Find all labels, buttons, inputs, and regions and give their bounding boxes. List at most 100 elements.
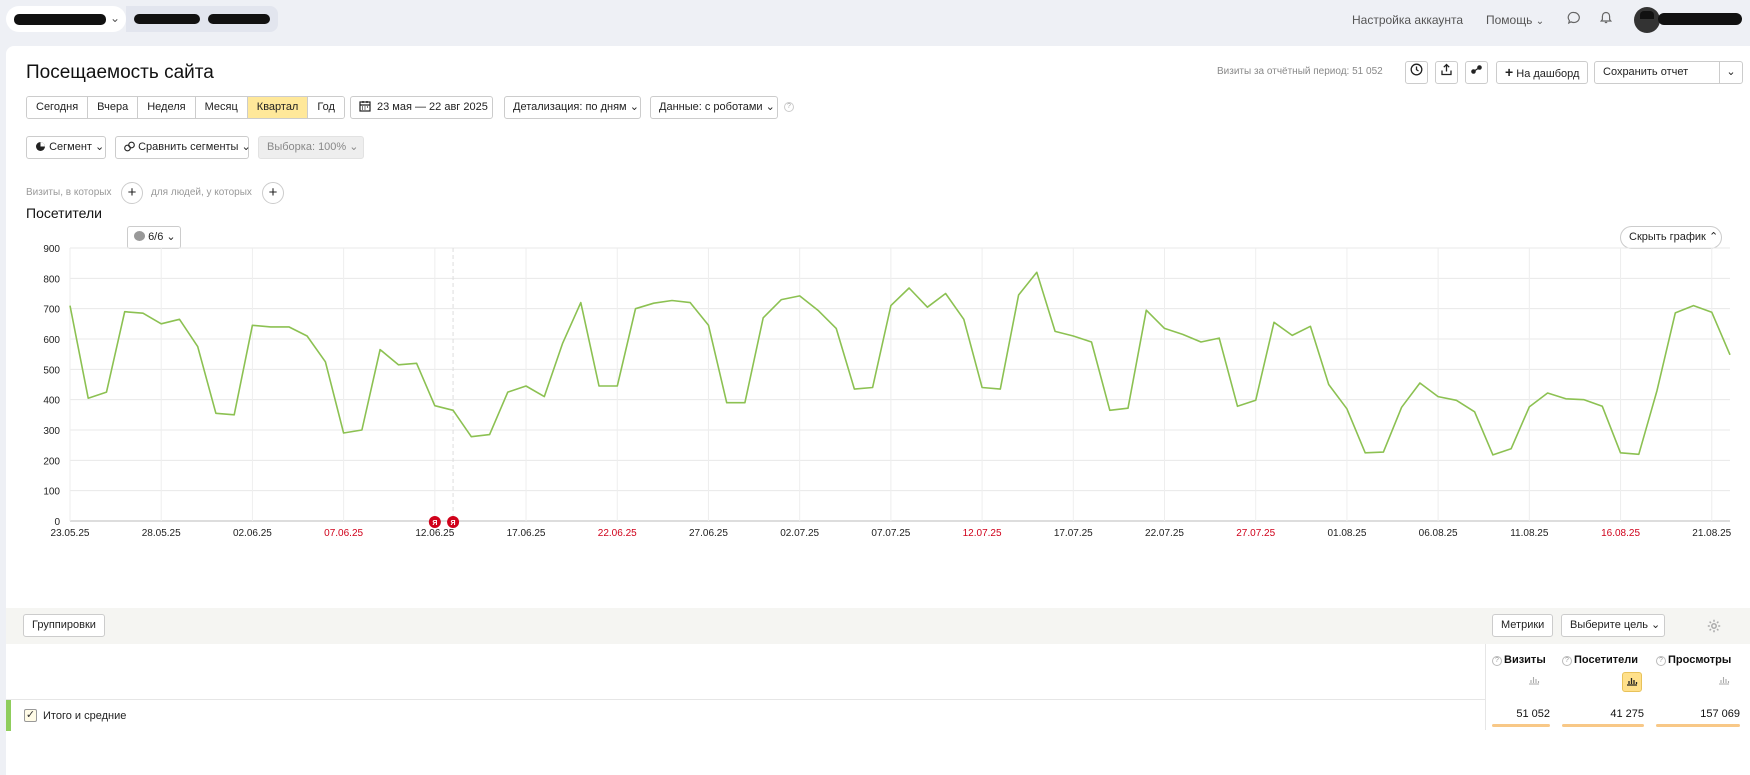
x-tick-label: 07.07.25 [871,528,910,539]
annotation-marker [428,516,441,528]
dashboard-button-label: На дашборд [1516,68,1580,80]
info-icon[interactable]: ? [784,102,794,112]
help-label: Помощь [1486,13,1533,27]
period-2-button[interactable]: Вчера [88,97,139,118]
calendar-icon [359,99,371,120]
y-tick-label: 0 [54,517,60,528]
period-6-button[interactable]: Год [308,97,344,118]
data-dropdown[interactable]: Данные: с роботами ⌄ [650,96,778,119]
column-header-visits[interactable]: ? Визиты [1492,654,1546,666]
info-icon: ? [1562,656,1572,666]
redacted-site-name [134,14,200,24]
visits-total: Визиты за отчётный период: 51 052 [1217,66,1383,77]
redacted-site-domain [208,14,270,24]
export-button[interactable] [1435,61,1458,84]
x-tick-label: 07.06.25 [324,528,363,539]
segment-button[interactable]: Сегмент ⌄ [26,136,106,159]
groupings-button[interactable]: Группировки [23,614,105,637]
site-selector[interactable] [126,6,278,32]
add-visit-condition-button[interactable]: + [121,182,143,204]
visitors-line-chart: 900 800 700 600 500 400 300 200 100 023.05.25 28.0… [43,244,1731,539]
info-icon: ? [1656,656,1666,666]
sample-button[interactable]: Выборка: 100% ⌄ [258,136,364,159]
column-label: Посетители [1574,654,1638,666]
period-1-button[interactable]: Сегодня [27,97,89,118]
comment-icon [134,231,145,241]
y-tick-label: 400 [43,396,60,407]
column-header-visitors[interactable]: ? Посетители [1562,654,1638,666]
x-tick-label: 22.07.25 [1145,528,1184,539]
hide-chart-label: Скрыть график [1629,231,1706,243]
total-visits: 51 052 [1516,708,1550,720]
column-header-views[interactable]: ? Просмотры [1656,654,1731,666]
save-options-button[interactable]: ⌄ [1719,61,1743,84]
bar-chart-icon[interactable] [1714,672,1734,692]
chevron-down-icon: ⌄ [349,141,359,153]
x-tick-label: 17.06.25 [507,528,546,539]
visits-condition-label: Визиты, в которых [26,187,112,198]
compare-segments-button[interactable]: Сравнить сегменты ⌄ [115,136,251,160]
bell-icon[interactable] [1598,11,1614,27]
column-label: Визиты [1504,654,1546,666]
chat-icon[interactable] [1566,11,1582,27]
y-tick-label: 700 [43,305,60,316]
share-button[interactable] [1465,61,1488,84]
x-tick-label: 02.07.25 [780,528,819,539]
bar-chart-icon[interactable] [1524,672,1544,692]
add-to-dashboard-button[interactable]: + На дашборд [1496,61,1589,84]
add-people-condition-button[interactable]: + [262,182,284,204]
save-report-button[interactable]: Сохранить отчет [1594,61,1720,84]
bar-chart-icon-active[interactable] [1622,672,1642,692]
total-row-checkbox[interactable]: ✓ [24,709,37,722]
plus-icon: + [268,184,278,201]
series-line-visitors [69,271,1731,456]
chevron-down-icon: ⌄ [95,141,105,153]
table-toolbar: Группировки Метрики Выберите цель ⌄ [6,608,1750,644]
compare-label: Сравнить сегменты [138,141,239,153]
counter-selector[interactable]: ⌄ [6,6,126,32]
x-tick-label: 02.06.25 [233,528,272,539]
metrics-button[interactable]: Метрики [1492,614,1554,637]
date-range-label: 23 мая — 22 авг 2025 [377,101,488,113]
chevron-down-icon: ⌄ [1651,619,1661,631]
top-bar: ⌄ Настройка аккаунта Помощь ⌄ [0,0,1750,40]
goal-dropdown[interactable]: Выберите цель ⌄ [1561,614,1665,637]
sample-label: Выборка: 100% [267,141,347,153]
x-tick-label: 23.05.25 [51,528,90,539]
detail-dropdown[interactable]: Детализация: по дням ⌄ [504,96,641,119]
period-4-button[interactable]: Месяц [195,97,248,118]
info-icon: ? [1492,656,1502,666]
y-tick-label: 200 [43,456,60,467]
data-label: Данные: с роботами [659,101,763,113]
goal-label: Выберите цель [1570,619,1648,631]
chevron-up-icon: ⌃ [1708,231,1719,243]
help-menu[interactable]: Помощь ⌄ [1486,13,1544,27]
link-icon [1471,65,1482,74]
annotation-marker-label: Я [432,520,437,527]
y-tick-label: 300 [43,426,60,437]
total-visitors: 41 275 [1610,708,1644,720]
series-counter-label: 6/6 [148,231,164,243]
y-tick-label: 100 [43,487,60,498]
views-share-bar [1656,724,1740,727]
redacted-counter-name [14,14,106,25]
redacted-user-name [1658,13,1742,25]
chevron-down-icon: ⌄ [241,141,251,153]
account-settings-link[interactable]: Настройка аккаунта [1352,13,1464,27]
hide-chart-button[interactable]: Скрыть график ⌃ [1620,226,1722,249]
chevron-down-icon: ⌄ [1535,16,1545,27]
series-counter-dropdown[interactable]: 6/6 ⌄ [127,226,181,249]
avatar[interactable] [1634,7,1660,33]
gear-icon[interactable] [1707,619,1721,636]
period-3-button[interactable]: Неделя [138,97,196,118]
date-range-picker[interactable]: 23 мая — 22 авг 2025 [350,96,493,119]
total-row-label: Итого и средние [43,710,127,722]
detail-label: Детализация: по дням [513,101,627,113]
chart-title: Посетители [26,205,102,221]
history-button[interactable] [1405,61,1428,84]
compare-icon [124,139,135,160]
period-5-button[interactable]: Квартал [247,97,309,118]
segment-label: Сегмент [49,141,92,153]
clock-icon [1410,63,1423,76]
y-tick-label: 900 [43,244,60,255]
